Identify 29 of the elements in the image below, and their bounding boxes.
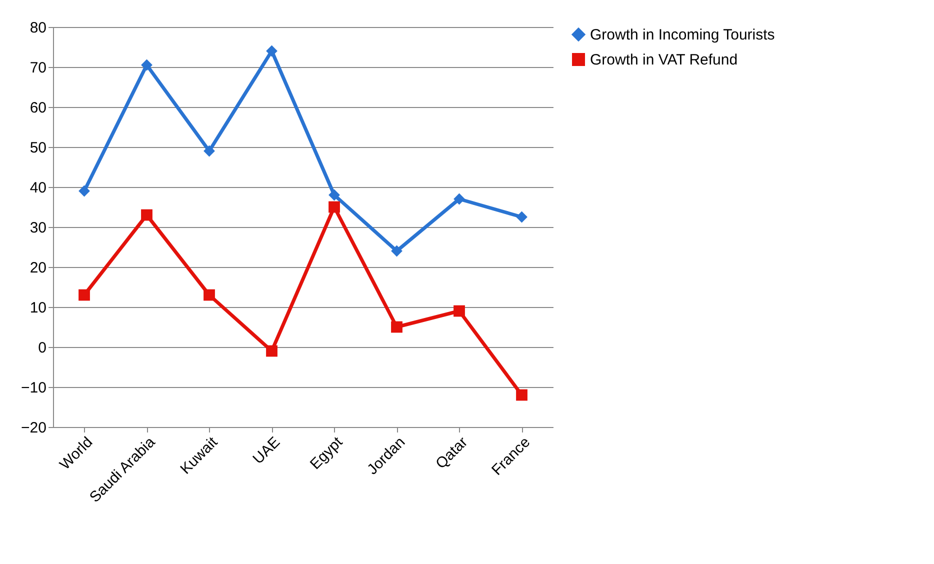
legend-label: Growth in Incoming Tourists <box>590 26 775 44</box>
y-tick-label: 60 <box>30 100 46 116</box>
y-tick-label: 0 <box>38 340 46 356</box>
point <box>328 189 340 201</box>
y-tick-label: 20 <box>30 260 46 276</box>
point <box>391 245 402 257</box>
point <box>266 45 278 57</box>
point <box>391 321 402 333</box>
y-tick-label: 40 <box>30 180 46 196</box>
point <box>328 201 340 213</box>
y-tick-label: 70 <box>30 60 46 76</box>
legend-label: Growth in VAT Refund <box>590 52 738 68</box>
point <box>78 185 90 197</box>
y-tick-label: −10 <box>21 380 46 396</box>
point <box>266 345 278 357</box>
point <box>454 193 465 205</box>
point <box>204 145 215 157</box>
point <box>78 289 90 301</box>
point <box>516 211 528 223</box>
point <box>204 289 215 301</box>
point <box>141 59 152 71</box>
y-tick-label: 50 <box>30 140 46 156</box>
y-tick-label: 80 <box>30 20 46 36</box>
y-tick-label: −20 <box>21 420 46 436</box>
point <box>454 305 465 317</box>
y-tick-label: 10 <box>30 300 46 316</box>
point <box>516 389 528 401</box>
point <box>141 209 152 221</box>
y-tick-label: 30 <box>30 220 46 236</box>
